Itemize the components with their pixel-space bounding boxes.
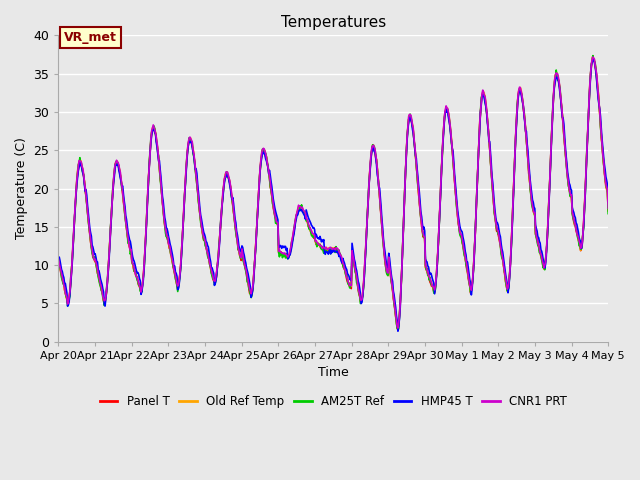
HMP45 T [121,204,129,209]
Old Ref Temp [401,186,409,192]
Legend: Panel T, Old Ref Temp, AM25T Ref, HMP45 T, CNR1 PRT: Panel T, Old Ref Temp, AM25T Ref, HMP45 … [95,391,572,413]
Panel T [121,213,129,219]
Line: Panel T: Panel T [58,56,608,328]
Old Ref Temp [206,262,214,267]
CNR1 PRT [394,325,402,331]
CNR1 PRT [177,260,184,266]
Old Ref Temp [604,208,612,214]
Panel T [604,208,612,214]
AM25T Ref [65,297,72,302]
CNR1 PRT [589,54,596,60]
Old Ref Temp [54,258,62,264]
Old Ref Temp [394,327,402,333]
Y-axis label: Temperature (C): Temperature (C) [15,138,28,240]
CNR1 PRT [121,210,129,216]
Panel T [54,258,62,264]
AM25T Ref [394,327,402,333]
HMP45 T [65,302,72,308]
AM25T Ref [604,211,612,216]
X-axis label: Time: Time [318,366,349,379]
AM25T Ref [589,53,596,59]
HMP45 T [54,256,62,262]
Old Ref Temp [65,300,72,306]
HMP45 T [394,328,402,334]
CNR1 PRT [604,205,612,211]
HMP45 T [590,57,598,62]
Panel T [417,215,425,221]
Old Ref Temp [177,260,184,266]
AM25T Ref [121,213,129,219]
HMP45 T [604,199,612,205]
Old Ref Temp [589,53,596,59]
Panel T [177,262,184,268]
Line: AM25T Ref: AM25T Ref [58,56,608,330]
AM25T Ref [177,264,184,270]
Line: Old Ref Temp: Old Ref Temp [58,56,608,330]
Old Ref Temp [417,214,425,220]
CNR1 PRT [206,261,214,266]
Panel T [401,188,409,193]
AM25T Ref [417,216,425,222]
HMP45 T [206,255,214,261]
CNR1 PRT [401,185,409,191]
CNR1 PRT [65,298,72,304]
CNR1 PRT [54,256,62,262]
Panel T [65,300,72,306]
HMP45 T [417,209,425,215]
Title: Temperatures: Temperatures [281,15,386,30]
AM25T Ref [54,258,62,264]
Old Ref Temp [121,211,129,217]
CNR1 PRT [417,214,425,219]
HMP45 T [177,264,184,269]
Panel T [206,263,214,268]
Panel T [394,325,401,331]
Line: CNR1 PRT: CNR1 PRT [58,57,608,328]
Text: VR_met: VR_met [64,31,117,44]
Panel T [589,53,596,59]
AM25T Ref [206,263,214,268]
HMP45 T [401,188,409,194]
Line: HMP45 T: HMP45 T [58,60,608,331]
AM25T Ref [401,184,409,190]
